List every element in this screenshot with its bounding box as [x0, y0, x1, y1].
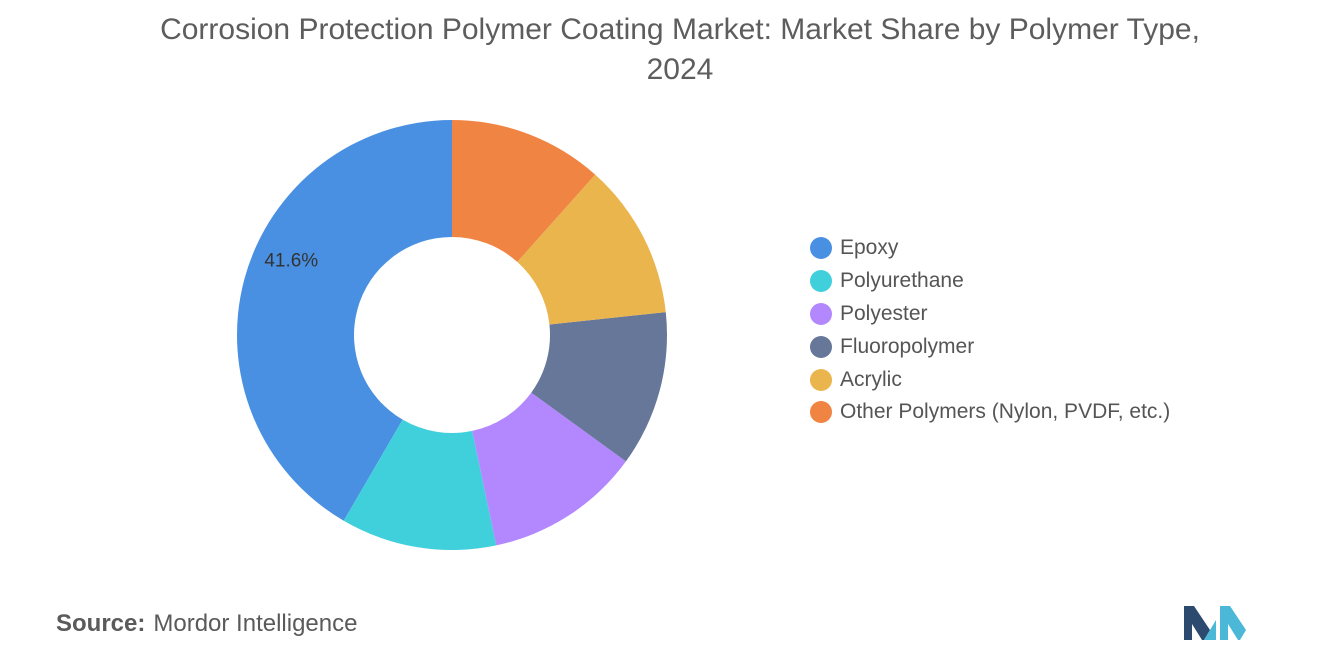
legend-item-polyester: Polyester	[810, 298, 1170, 331]
legend-item-other-polymers: Other Polymers (Nylon, PVDF, etc.)	[810, 396, 1170, 429]
mordor-intelligence-logo-icon	[1184, 606, 1246, 640]
legend-label-epoxy: Epoxy	[840, 236, 899, 260]
chart-title: Corrosion Protection Polymer Coating Mar…	[60, 10, 1300, 90]
source-note: Source: Mordor Intelligence	[56, 610, 357, 638]
legend-swatch-fluoropolymer	[810, 335, 832, 358]
donut-slice-fluoropolymer	[531, 312, 667, 462]
legend-item-epoxy: Epoxy	[810, 232, 1170, 265]
chart-legend: Epoxy Polyurethane Polyester Fluoropolym…	[810, 232, 1170, 429]
donut-slice-polyester	[472, 392, 626, 546]
legend-label-polyurethane: Polyurethane	[840, 269, 964, 293]
legend-swatch-acrylic	[810, 368, 832, 391]
legend-label-polyester: Polyester	[840, 301, 928, 325]
legend-swatch-epoxy	[810, 237, 832, 260]
legend-label-acrylic: Acrylic	[840, 367, 902, 391]
source-value: Mordor Intelligence	[153, 610, 358, 637]
data-label-epoxy: 41.6%	[264, 251, 318, 272]
source-key: Source:	[56, 610, 146, 637]
legend-label-fluoropolymer: Fluoropolymer	[840, 334, 975, 358]
logo-shape-left	[1184, 606, 1210, 640]
donut-slice-acrylic	[517, 174, 666, 325]
donut-slice-other-polymers	[452, 120, 596, 262]
chart-title-line-1: Corrosion Protection Polymer Coating Mar…	[160, 13, 1200, 46]
logo-shape-middle	[1204, 620, 1216, 640]
logo-shape-right	[1220, 606, 1246, 640]
legend-label-other-polymers: Other Polymers (Nylon, PVDF, etc.)	[840, 400, 1171, 424]
chart-title-line-2: 2024	[646, 53, 714, 86]
legend-swatch-polyurethane	[810, 270, 832, 293]
legend-swatch-polyester	[810, 302, 832, 325]
legend-item-polyurethane: Polyurethane	[810, 265, 1170, 298]
legend-item-acrylic: Acrylic	[810, 363, 1170, 396]
legend-swatch-other-polymers	[810, 401, 832, 424]
donut-slice-epoxy	[237, 120, 452, 521]
legend-item-fluoropolymer: Fluoropolymer	[810, 330, 1170, 363]
donut-slice-polyurethane	[343, 419, 497, 550]
